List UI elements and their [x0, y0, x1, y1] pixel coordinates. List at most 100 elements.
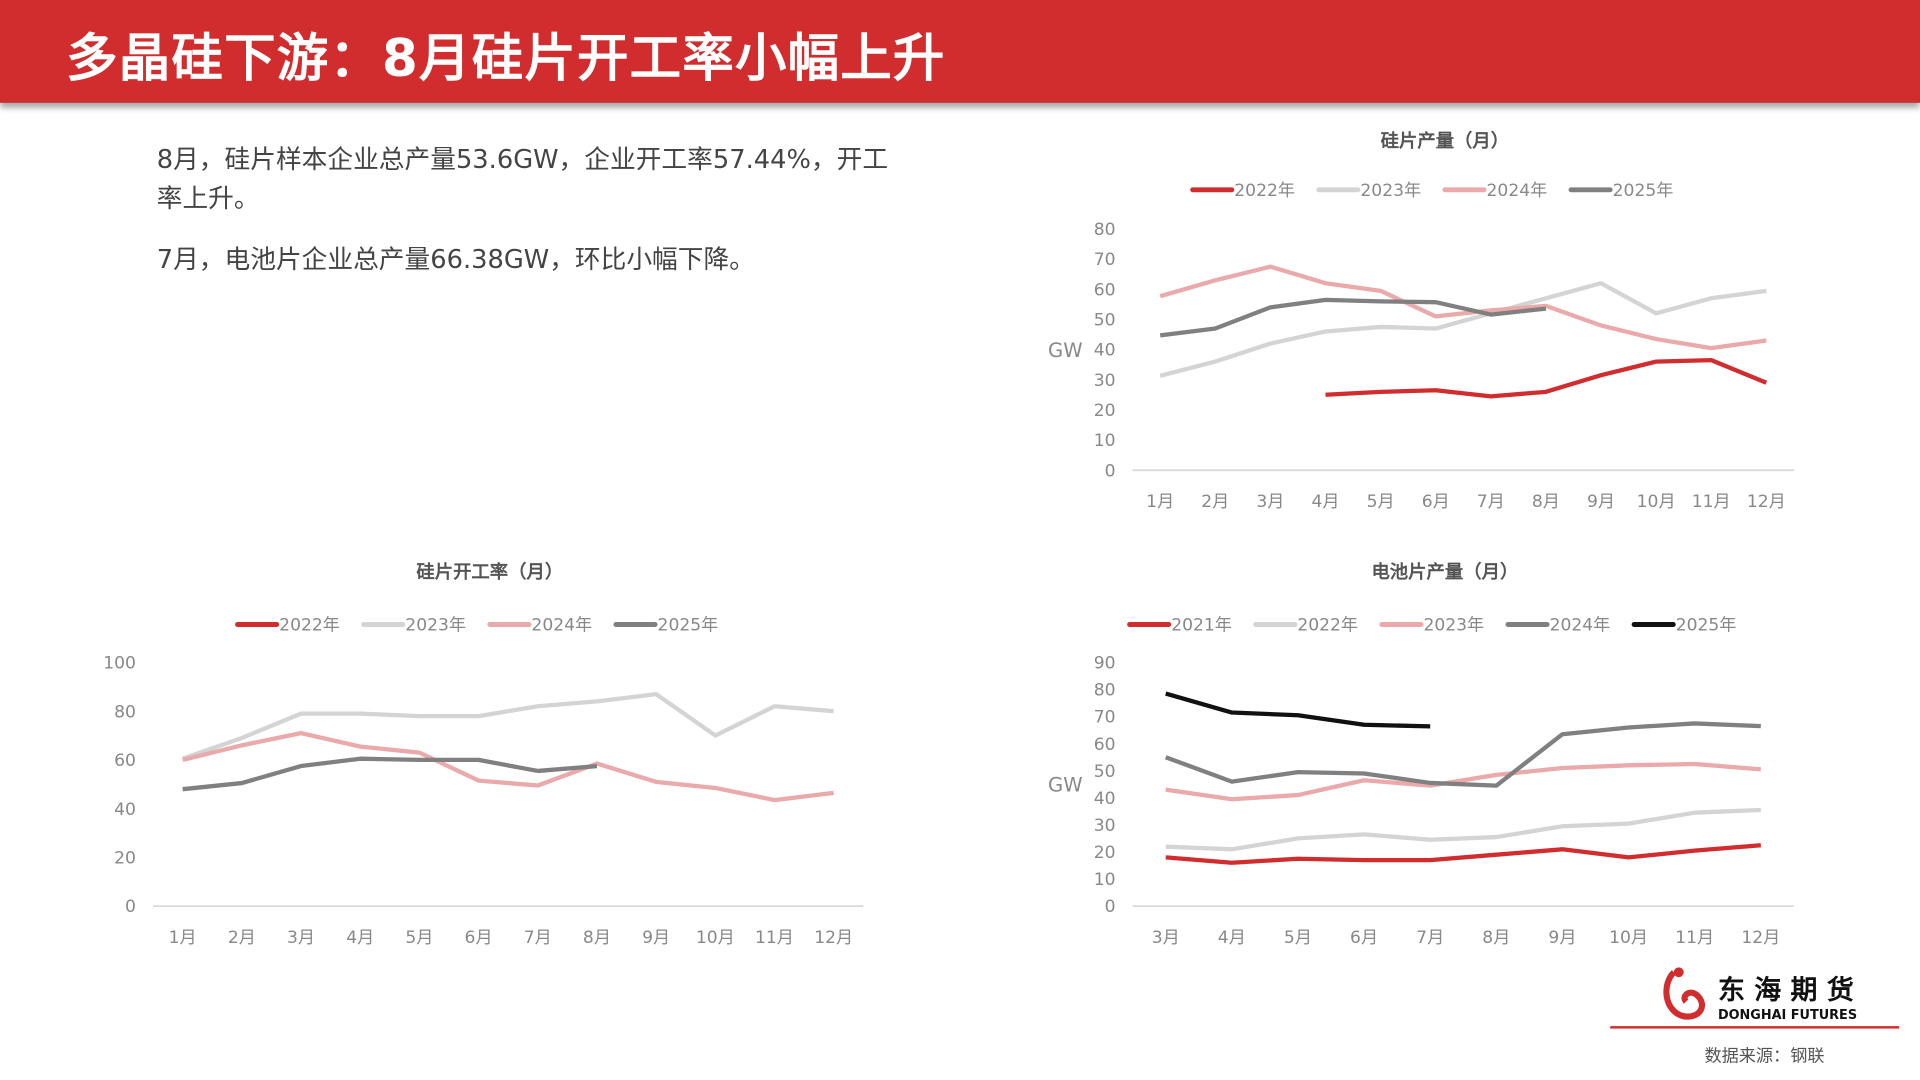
- legend-item: 2024年: [1442, 181, 1548, 201]
- chart-svg: 硅片产量（月） 2022年 2023年 2024年 2025年 0 10 20 30 40 50 60…: [1048, 130, 1794, 512]
- x-tick-label: 3月: [287, 928, 315, 948]
- legend-item: 2022年: [1253, 616, 1358, 636]
- series-line-2024: [1164, 721, 1761, 788]
- legend-label: 2025年: [658, 616, 719, 636]
- y-tick-label: 80: [114, 702, 136, 722]
- y-tick-label: 0: [1105, 461, 1116, 481]
- chart-wafer-output: 硅片产量（月） 2022年 2023年 2024年 2025年 0 10 20 30 40 50 60…: [1029, 116, 1813, 537]
- x-tick-label: 11月: [1675, 928, 1714, 948]
- y-tick-label: 20: [1094, 843, 1116, 863]
- series-line-2024: [182, 730, 834, 803]
- page-title: 多晶硅下游：8月硅片开工率小幅上升: [66, 28, 946, 89]
- series-line-2022: [1165, 807, 1761, 852]
- x-tick-label: 5月: [1284, 928, 1312, 948]
- x-tick-label: 9月: [1548, 928, 1576, 948]
- legend-item: 2025年: [1631, 616, 1737, 636]
- y-tick-label: 0: [1105, 897, 1116, 917]
- chart-title: 硅片产量（月）: [1381, 130, 1510, 152]
- y-tick-label: 20: [1094, 401, 1116, 421]
- x-tick-label: 2月: [1201, 492, 1229, 512]
- y-tick-label: 50: [1094, 762, 1116, 782]
- y-tick-label: 80: [1094, 681, 1116, 701]
- legend-item: 2024年: [1505, 616, 1611, 636]
- x-tick-label: 11月: [755, 928, 794, 948]
- y-tick-label: 10: [1094, 431, 1116, 451]
- summary-wafer: 8月，硅片样本企业总产量53.6GW，企业开工率57.44%，开工率上升。: [156, 144, 889, 214]
- y-tick-label: 10: [1094, 870, 1116, 890]
- legend-item: 2023年: [361, 616, 466, 636]
- x-tick-label: 11月: [1692, 492, 1731, 512]
- summary-cell: 7月，电池片企业总产量66.38GW，环比小幅下降。: [156, 244, 755, 275]
- legend-item: 2025年: [1568, 181, 1673, 201]
- y-tick-label: 60: [1094, 735, 1116, 755]
- y-tick-label: 40: [1094, 789, 1116, 809]
- legend-label: 2023年: [1423, 616, 1484, 636]
- y-axis-label: GW: [1048, 774, 1083, 797]
- y-tick-label: 30: [1094, 816, 1116, 836]
- legend-item: 2021年: [1127, 616, 1232, 636]
- chart-cell-output: 电池片产量（月） 2021年 2022年 2023年 2024年 2025年 0 10 20 30…: [1029, 551, 1813, 972]
- x-tick-label: 6月: [1350, 928, 1378, 948]
- x-tick-label: 4月: [346, 928, 374, 948]
- y-tick-label: 20: [114, 849, 136, 869]
- y-tick-label: 100: [103, 654, 136, 674]
- series-line-2023: [181, 692, 834, 761]
- y-tick-label: 60: [114, 751, 136, 771]
- x-tick-label: 4月: [1218, 928, 1246, 948]
- legend-label: 2022年: [279, 616, 340, 636]
- series-line-2022: [1325, 357, 1768, 399]
- y-tick-label: 70: [1094, 708, 1116, 728]
- x-tick-label: 4月: [1311, 492, 1339, 512]
- legend-label: 2025年: [1676, 616, 1737, 636]
- chart-svg: 电池片产量（月） 2021年 2022年 2023年 2024年 2025年 0 10 20 30…: [1048, 561, 1794, 948]
- y-tick-label: 40: [114, 800, 136, 820]
- y-tick-label: 30: [1094, 371, 1116, 391]
- x-tick-label: 8月: [1532, 492, 1560, 512]
- x-tick-label: 2月: [228, 928, 256, 948]
- x-tick-label: 10月: [696, 928, 735, 948]
- x-tick-label: 1月: [1146, 492, 1174, 512]
- x-tick-label: 6月: [1422, 492, 1450, 512]
- y-tick-label: 80: [1094, 220, 1116, 240]
- legend-item: 2023年: [1316, 181, 1421, 201]
- series-line-2024: [1159, 264, 1767, 351]
- series-line-2025: [182, 756, 598, 792]
- chart-title: 硅片开工率（月）: [416, 561, 563, 583]
- chart-title: 电池片产量（月）: [1371, 561, 1518, 583]
- chart-svg: 硅片开工率（月） 2022年 2023年 2024年 2025年 0 20 40 60 80 100…: [103, 561, 864, 948]
- x-tick-label: 5月: [1367, 492, 1395, 512]
- svg-text:DONGHAI FUTURES: DONGHAI FUTURES: [1718, 1008, 1857, 1023]
- x-tick-label: 9月: [642, 928, 670, 948]
- title-banner: 多晶硅下游：8月硅片开工率小幅上升: [0, 0, 1920, 103]
- y-tick-label: 90: [1094, 654, 1116, 674]
- legend-item: 2022年: [1190, 181, 1295, 201]
- x-tick-label: 1月: [169, 928, 197, 948]
- y-tick-label: 60: [1094, 280, 1116, 300]
- y-tick-label: 40: [1094, 341, 1116, 361]
- logo-divider: [1610, 1026, 1900, 1029]
- legend-label: 2024年: [1487, 181, 1548, 201]
- legend-item: 2022年: [235, 616, 340, 636]
- x-tick-label: 12月: [1741, 928, 1780, 948]
- x-tick-label: 7月: [524, 928, 552, 948]
- x-tick-label: 5月: [405, 928, 433, 948]
- x-tick-label: 12月: [1747, 492, 1786, 512]
- x-tick-label: 3月: [1152, 928, 1180, 948]
- legend-label: 2022年: [1297, 616, 1358, 636]
- y-tick-label: 50: [1094, 311, 1116, 331]
- donghai-logo: 东 海 期 货 DONGHAI FUTURES: [1659, 962, 1867, 1026]
- y-tick-label: 0: [125, 897, 136, 917]
- data-source: 数据来源：钢联: [1704, 1046, 1825, 1067]
- y-tick-label: 70: [1094, 250, 1116, 270]
- x-tick-label: 9月: [1587, 492, 1615, 512]
- x-tick-label: 8月: [1482, 928, 1510, 948]
- legend-label: 2024年: [1550, 616, 1611, 636]
- legend-label: 2023年: [405, 616, 466, 636]
- legend-label: 2024年: [531, 616, 592, 636]
- x-tick-label: 7月: [1416, 928, 1444, 948]
- x-tick-label: 10月: [1637, 492, 1676, 512]
- legend-label: 2021年: [1171, 616, 1232, 636]
- x-tick-label: 7月: [1477, 492, 1505, 512]
- x-tick-label: 10月: [1609, 928, 1648, 948]
